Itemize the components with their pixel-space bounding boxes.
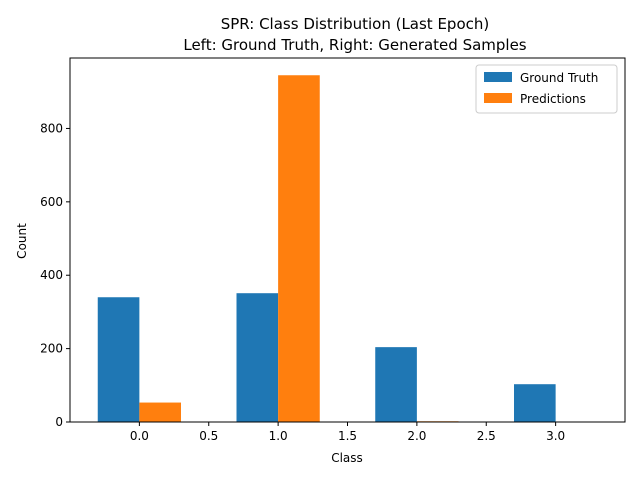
y-tick-label: 800 (40, 121, 63, 135)
x-axis-label: Class (331, 451, 363, 465)
x-tick-label: 2.0 (407, 429, 426, 443)
x-tick-label: 3.0 (546, 429, 565, 443)
bar-ground-truth-class-2 (375, 347, 417, 422)
legend-swatch-ground-truth (484, 72, 512, 82)
bars-group (97, 75, 556, 422)
x-tick-label: 1.5 (338, 429, 357, 443)
bar-predictions-class-1 (278, 75, 320, 422)
y-tick-label: 400 (40, 268, 63, 282)
x-tick-label: 1.0 (269, 429, 288, 443)
y-ticks-group: 0 200 400 600 800 (40, 121, 70, 429)
legend-swatch-predictions (484, 93, 512, 103)
legend: Ground Truth Predictions (475, 64, 618, 114)
y-tick-label: 600 (40, 195, 63, 209)
x-ticks-group: 0.0 0.5 1.0 1.5 2.0 2.5 3.0 (130, 422, 565, 443)
bar-ground-truth-class-0 (97, 297, 140, 422)
bar-predictions-class-0 (139, 402, 181, 422)
bar-ground-truth-class-3 (514, 384, 556, 422)
legend-label-predictions: Predictions (520, 92, 586, 106)
x-tick-label: 0.5 (199, 429, 218, 443)
bar-ground-truth-class-1 (236, 293, 279, 422)
chart-subtitle: Left: Ground Truth, Right: Generated Sam… (183, 36, 526, 54)
y-axis-label: Count (15, 223, 29, 259)
y-tick-label: 0 (55, 415, 63, 429)
legend-label-ground-truth: Ground Truth (520, 71, 598, 85)
x-tick-label: 2.5 (477, 429, 496, 443)
chart-title: SPR: Class Distribution (Last Epoch) (221, 15, 490, 33)
y-tick-label: 200 (40, 342, 63, 356)
x-tick-label: 0.0 (130, 429, 149, 443)
